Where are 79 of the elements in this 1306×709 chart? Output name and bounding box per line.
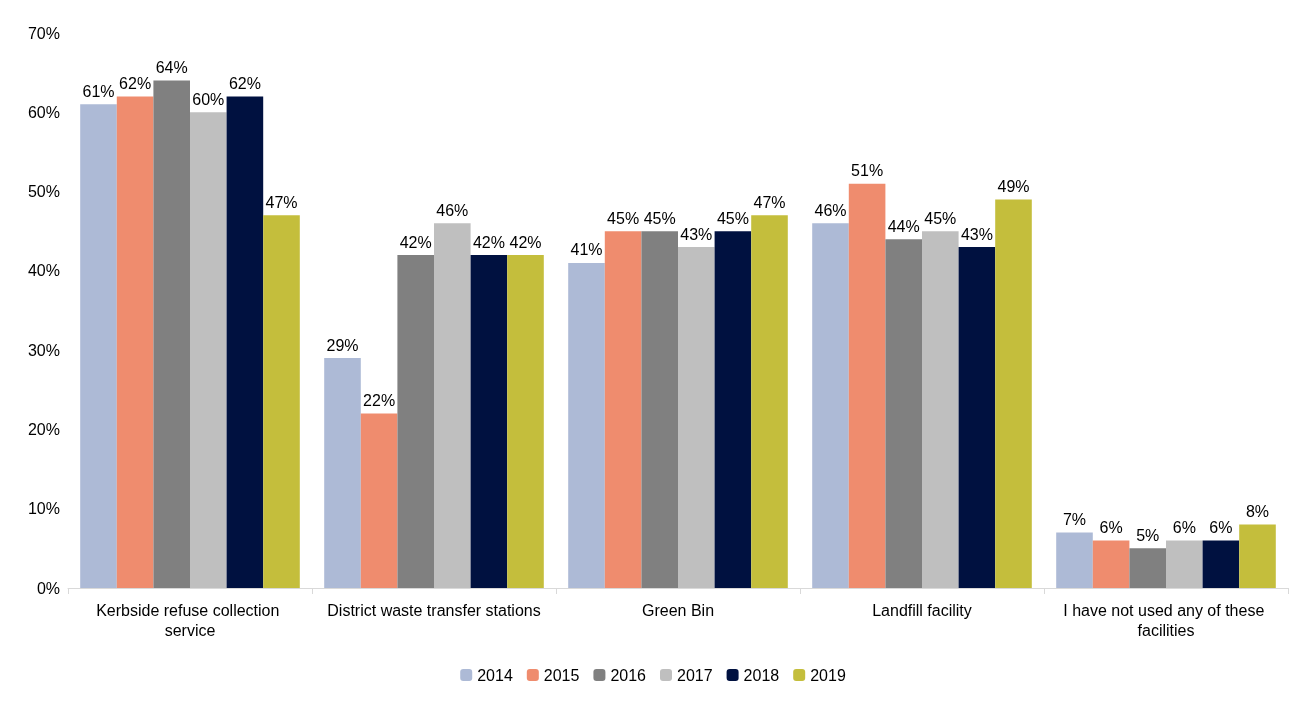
bar [507, 255, 544, 588]
bar [995, 199, 1032, 588]
data-label: 6% [1099, 518, 1123, 536]
data-label: 22% [363, 392, 396, 410]
x-tick-label: Green Bin [641, 601, 715, 619]
bar [263, 215, 300, 588]
bar [812, 223, 849, 588]
bar [1239, 524, 1276, 588]
x-tick-label: Landfill facility [872, 601, 972, 619]
x-tick-label: District waste transfer stations [327, 601, 541, 619]
bar [604, 231, 642, 588]
data-label: 49% [997, 178, 1030, 195]
bar [1056, 532, 1093, 588]
bar [470, 255, 508, 588]
bar [360, 413, 398, 588]
y-tick-label: 60% [27, 103, 60, 121]
data-label: 47% [753, 193, 786, 211]
data-label: 6% [1172, 518, 1196, 536]
data-label: 6% [1209, 518, 1233, 536]
data-label: 62% [119, 74, 152, 92]
x-tick-label: I have not used any of these facilities [1063, 601, 1269, 639]
data-label: 45% [607, 209, 640, 227]
data-label: 45% [924, 209, 957, 227]
data-label: 41% [570, 241, 603, 259]
bar [397, 255, 434, 588]
data-label: 43% [960, 225, 993, 243]
bar [641, 231, 678, 588]
y-tick-label: 0% [36, 579, 60, 597]
bar [1166, 540, 1203, 588]
bar [153, 80, 190, 588]
bar [116, 96, 154, 588]
bar [190, 112, 227, 588]
legend-label: 2014 [477, 666, 513, 684]
bar [1129, 548, 1166, 588]
data-label: 29% [326, 336, 359, 354]
bar [922, 231, 959, 588]
data-label: 8% [1245, 503, 1270, 521]
data-label: 46% [436, 201, 469, 219]
bar [226, 96, 264, 588]
y-tick-label: 30% [27, 341, 60, 359]
bar [678, 247, 715, 588]
data-label: 51% [851, 162, 884, 180]
bar [751, 215, 788, 588]
bar [1092, 540, 1130, 588]
x-tick-label: Kerbside refuse collection service [96, 601, 284, 639]
y-tick-label: 10% [27, 500, 60, 518]
data-label: 42% [472, 233, 505, 251]
data-label: 43% [680, 225, 713, 243]
data-label: 44% [887, 217, 920, 235]
bar [848, 183, 886, 588]
data-label: 47% [265, 193, 298, 211]
y-tick-label: 20% [27, 420, 60, 438]
data-label: 45% [716, 209, 749, 227]
data-label: 62% [228, 74, 261, 92]
data-label: 60% [192, 90, 225, 108]
bar [568, 262, 605, 588]
bar [434, 223, 471, 588]
data-label: 46% [814, 201, 847, 219]
bar [324, 358, 361, 588]
bar [885, 239, 922, 588]
data-label: 61% [82, 82, 115, 100]
legend-label: 2016 [610, 666, 647, 684]
y-tick-label: 50% [27, 183, 60, 201]
bar [714, 231, 752, 588]
y-tick-label: 40% [27, 262, 60, 280]
data-label: 42% [399, 233, 432, 251]
data-label: 5% [1136, 526, 1160, 544]
bar [1202, 540, 1240, 588]
y-tick-label: 70% [27, 24, 60, 42]
data-label: 42% [509, 233, 542, 251]
data-label: 45% [643, 209, 676, 227]
data-label: 64% [155, 59, 188, 77]
bar [958, 247, 996, 588]
legend-label: 2017 [677, 666, 713, 684]
bar [80, 104, 117, 588]
data-label: 7% [1062, 511, 1087, 528]
legend-label: 2018 [743, 666, 780, 684]
legend-label: 2015 [543, 666, 580, 684]
legend-label: 2019 [810, 666, 846, 684]
